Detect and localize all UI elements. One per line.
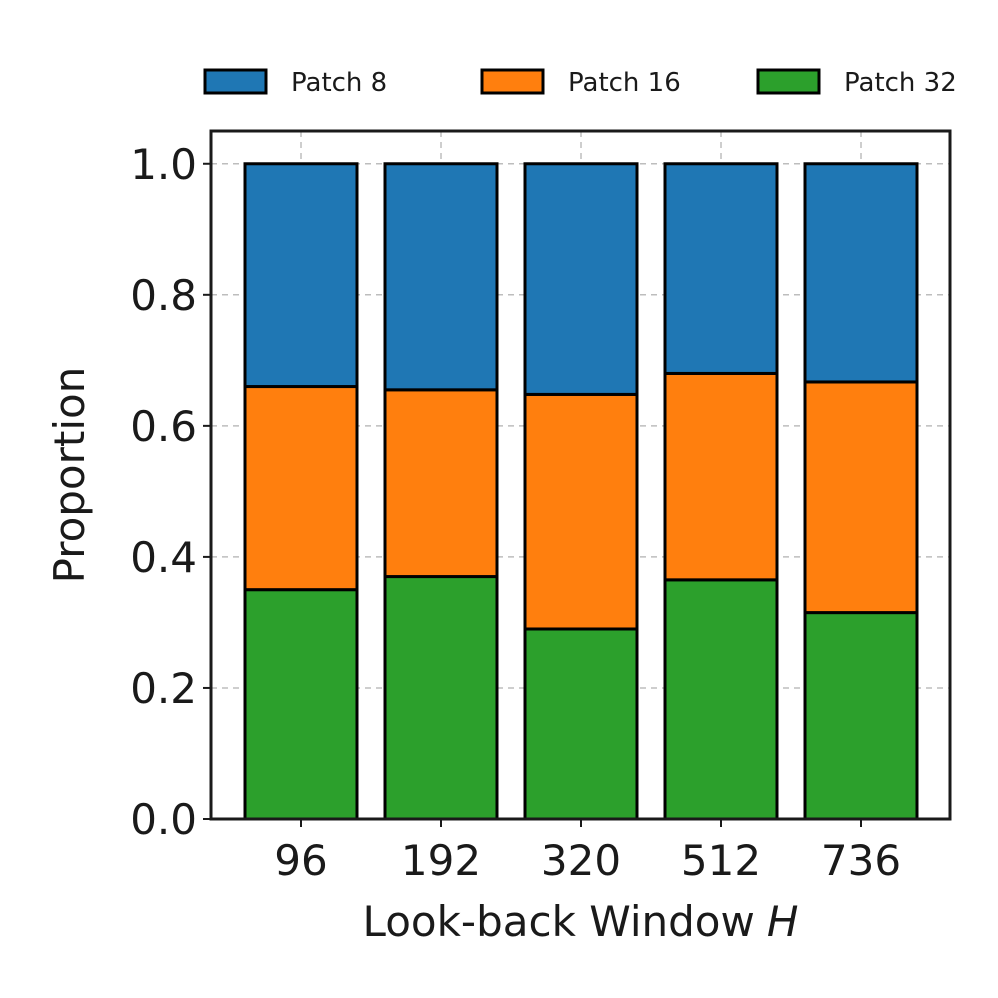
bar-segment-patch-8 bbox=[243, 162, 359, 389]
bar-segment-patch-32 bbox=[383, 575, 499, 821]
bar-segment-patch-16 bbox=[523, 392, 639, 631]
x-tick-label: 736 bbox=[821, 836, 901, 885]
legend-item: Patch 16 bbox=[480, 68, 681, 98]
bar-segment-patch-32 bbox=[663, 578, 779, 821]
legend-swatch bbox=[203, 68, 268, 95]
bars bbox=[243, 162, 919, 821]
bar-segment-patch-32 bbox=[803, 611, 919, 821]
legend: Patch 8 Patch 16 Patch 32 bbox=[203, 68, 957, 98]
bar-segment-patch-16 bbox=[663, 371, 779, 582]
axis-ticks: 0.0 0.2 0.4 0.6 0.8 1.0 96 192 320 512 736 bbox=[130, 140, 901, 885]
x-axis-title: Look-back Window H bbox=[363, 897, 799, 946]
y-tick-label: 0.4 bbox=[130, 533, 197, 582]
x-tick-label: 320 bbox=[541, 836, 621, 885]
legend-label: Patch 16 bbox=[568, 68, 681, 98]
bar-segment-patch-32 bbox=[243, 588, 359, 821]
x-tick-label: 96 bbox=[274, 836, 327, 885]
bar-segment-patch-8 bbox=[523, 162, 639, 396]
x-axis-title-symbol: H bbox=[767, 897, 799, 946]
bar-segment-patch-16 bbox=[383, 388, 499, 579]
y-axis-title: Proportion bbox=[45, 367, 94, 584]
y-tick-label: 0.6 bbox=[130, 402, 197, 451]
bar-segment-patch-8 bbox=[803, 162, 919, 384]
legend-label: Patch 32 bbox=[844, 68, 957, 98]
y-tick-label: 0.8 bbox=[130, 271, 197, 320]
bar-segment-patch-8 bbox=[663, 162, 779, 375]
y-tick-label: 0.2 bbox=[130, 664, 197, 713]
legend-swatch bbox=[756, 68, 821, 95]
y-tick-label: 1.0 bbox=[130, 140, 197, 189]
legend-item: Patch 8 bbox=[203, 68, 387, 98]
legend-swatch bbox=[480, 68, 545, 95]
bar-segment-patch-32 bbox=[523, 627, 639, 821]
y-tick-label: 0.0 bbox=[130, 795, 197, 844]
x-axis-title-text: Look-back Window bbox=[363, 897, 755, 946]
bar-segment-patch-8 bbox=[383, 162, 499, 392]
bar-segment-patch-16 bbox=[243, 385, 359, 592]
x-tick-label: 512 bbox=[681, 836, 761, 885]
legend-item: Patch 32 bbox=[756, 68, 957, 98]
bar-segment-patch-16 bbox=[803, 380, 919, 615]
x-tick-label: 192 bbox=[401, 836, 481, 885]
legend-label: Patch 8 bbox=[291, 68, 387, 98]
